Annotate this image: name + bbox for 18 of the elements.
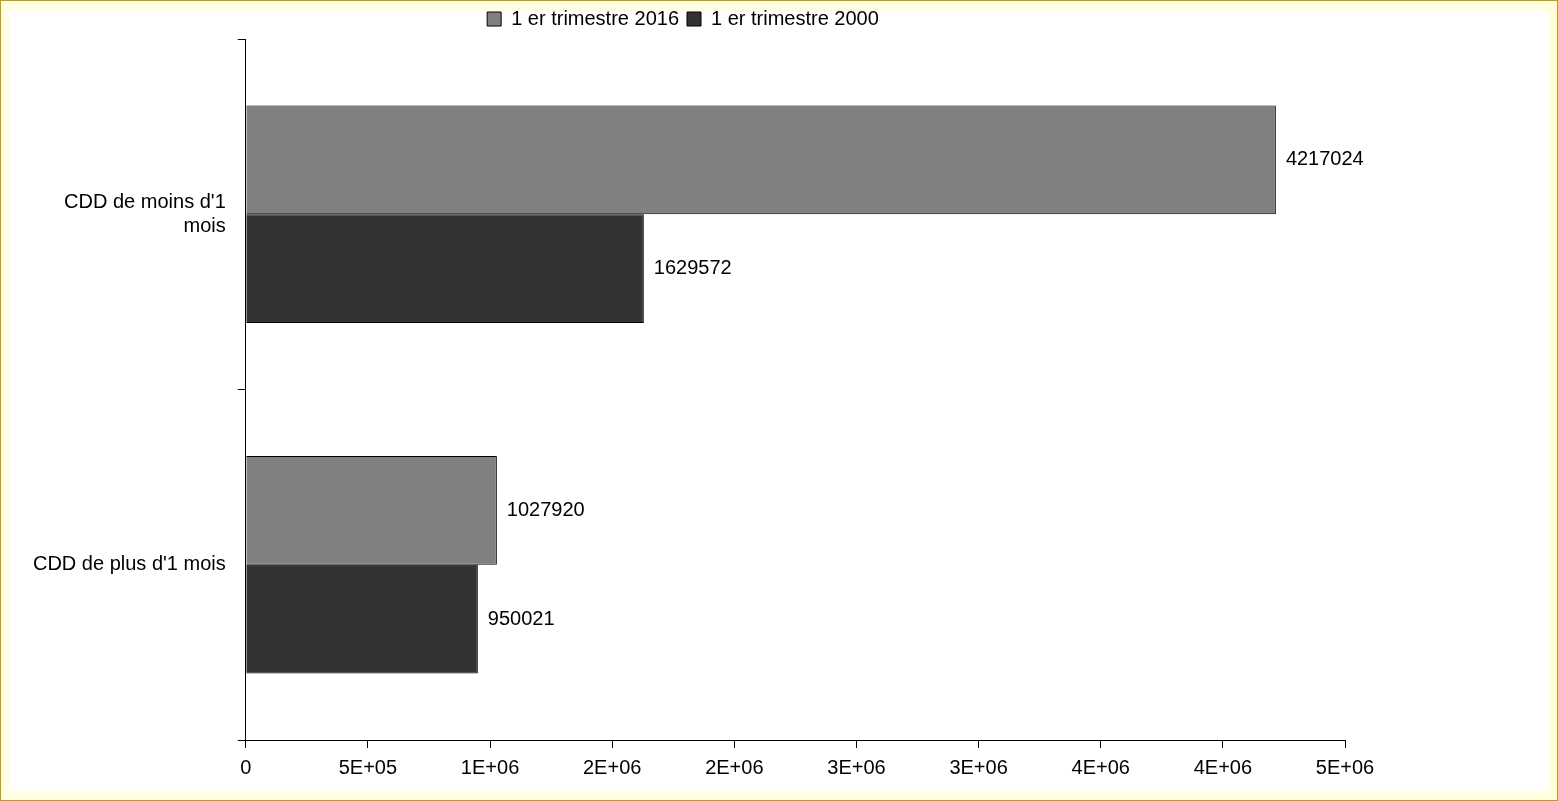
x-tick-label: 5E+06	[1315, 755, 1375, 778]
data-label: 1629572	[653, 256, 732, 279]
x-tick-label: 2E+06	[705, 755, 764, 778]
x-tick-label: 0	[240, 755, 252, 778]
data-label: 1027920	[506, 497, 585, 520]
data-label: 950021	[487, 606, 555, 629]
x-tick-label: 3E+06	[949, 755, 1008, 778]
x-tick-label: 1E+06	[460, 755, 520, 778]
x-tick-label: 4E+06	[1193, 755, 1253, 778]
x-tick-label: 2E+06	[582, 755, 642, 778]
data-label: 4217024	[1285, 147, 1364, 170]
legend-label: 1 er trimestre 2016	[511, 6, 680, 29]
y-tick-label: CDD de moins d'1 mois	[64, 189, 226, 236]
x-tick-label: 5E+05	[338, 755, 398, 778]
x-tick-label: 3E+06	[827, 755, 886, 778]
legend-label: 1 er trimestre 2000	[711, 6, 879, 29]
y-tick-label: CDD de plus d'1 mois	[32, 552, 226, 575]
x-tick-label: 4E+06	[1071, 755, 1130, 778]
